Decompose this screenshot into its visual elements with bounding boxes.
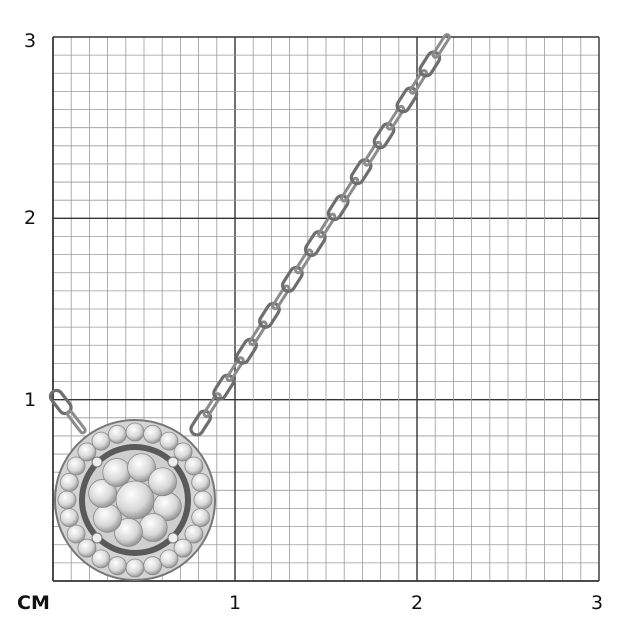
- chain-link: [362, 140, 383, 167]
- halo-diamond: [159, 549, 179, 569]
- chain-link: [418, 50, 442, 78]
- halo-diamond: [66, 524, 86, 544]
- halo-diamond: [184, 456, 204, 476]
- chain-link: [294, 248, 314, 275]
- chain-link: [303, 229, 327, 257]
- chain-link: [349, 158, 373, 186]
- halo-diamond: [108, 424, 127, 444]
- x-tick-1: 1: [229, 592, 242, 614]
- prong: [167, 532, 179, 544]
- halo-diamond: [125, 422, 145, 442]
- chain-link: [326, 194, 350, 222]
- chain-link: [431, 33, 451, 59]
- halo-diamond: [184, 524, 204, 544]
- y-tick-3: 3: [24, 30, 37, 52]
- halo-diamond: [91, 549, 111, 569]
- x-tick-2: 2: [411, 592, 424, 614]
- cluster-diamond: [127, 453, 156, 483]
- chain-link: [317, 212, 337, 239]
- chain-link: [189, 409, 213, 437]
- y-tick-1: 1: [24, 389, 37, 411]
- halo-diamond: [59, 473, 79, 492]
- cluster-diamond: [88, 479, 118, 508]
- halo-diamond: [173, 538, 193, 558]
- prong: [91, 532, 103, 544]
- chain-link: [235, 337, 258, 365]
- halo-diamond: [108, 556, 127, 576]
- center-diamond: [115, 480, 155, 520]
- halo-diamond: [66, 456, 86, 476]
- chain-link: [271, 284, 291, 311]
- halo-diamond: [191, 473, 211, 492]
- chain-link: [395, 86, 419, 114]
- halo-diamond: [191, 508, 211, 527]
- halo-diamond: [143, 424, 162, 444]
- chain-link: [339, 176, 360, 203]
- chain: [48, 33, 451, 437]
- prong: [167, 456, 179, 468]
- cluster-diamond: [102, 458, 132, 487]
- halo-diamond: [173, 442, 193, 462]
- chain-link: [408, 69, 429, 95]
- chain-link: [280, 265, 304, 293]
- cluster-diamond: [138, 513, 168, 542]
- halo-diamond: [193, 490, 213, 510]
- halo-pendant: [54, 419, 216, 581]
- chain-link: [258, 301, 281, 329]
- cluster-diamond: [93, 503, 122, 533]
- chain-link: [202, 392, 222, 418]
- prong: [91, 456, 103, 468]
- halo-diamond: [143, 556, 162, 576]
- chain-link: [248, 320, 268, 347]
- chain-link: [372, 122, 396, 150]
- y-tick-2: 2: [24, 207, 37, 229]
- chain-link: [212, 373, 236, 401]
- halo-diamond: [91, 431, 111, 451]
- halo-diamond: [57, 490, 77, 510]
- halo-diamond: [59, 508, 79, 527]
- halo-diamond: [77, 442, 97, 462]
- halo-diamond: [77, 538, 97, 558]
- halo-diamond: [159, 431, 179, 451]
- halo-diamond: [125, 558, 145, 578]
- chain-link: [225, 356, 245, 383]
- unit-label: CM: [17, 592, 50, 614]
- chain-link: [65, 409, 87, 435]
- cluster-diamond: [148, 467, 177, 497]
- cluster-diamond: [114, 517, 143, 547]
- x-tick-3: 3: [591, 592, 604, 614]
- chain-link: [385, 104, 406, 131]
